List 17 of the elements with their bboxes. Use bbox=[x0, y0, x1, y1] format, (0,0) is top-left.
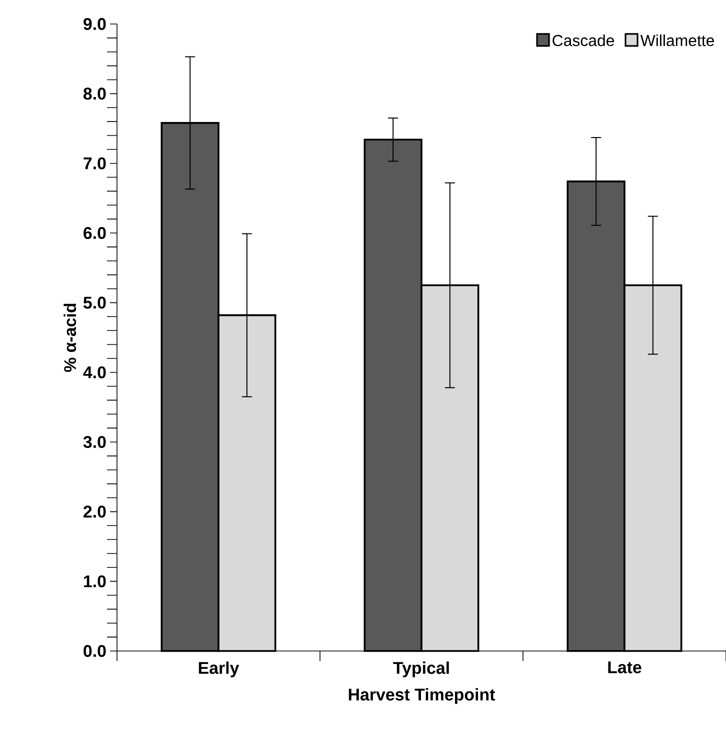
y-tick-label: 7.0 bbox=[83, 157, 106, 170]
y-tick-label: 5.0 bbox=[83, 296, 106, 309]
x-axis-title: Harvest Timepoint bbox=[348, 688, 495, 704]
x-tick-label: Early bbox=[198, 662, 239, 678]
y-tick-label: 2.0 bbox=[83, 506, 106, 518]
x-tick-label: Typical bbox=[392, 662, 449, 678]
y-tick-label: 9.0 bbox=[83, 18, 106, 30]
y-tick-label: 1.0 bbox=[84, 575, 106, 588]
y-tick-label: 6.0 bbox=[83, 227, 106, 240]
y-axis-title: % α-acid bbox=[63, 304, 76, 372]
legend-label: Willamette bbox=[640, 34, 714, 46]
y-tick-label: 4.0 bbox=[82, 366, 106, 378]
y-tick-label: 3.0 bbox=[83, 436, 106, 448]
y-tick-label: 8.0 bbox=[83, 88, 106, 100]
x-tick-label: Late bbox=[608, 662, 642, 674]
y-tick-label: 0.0 bbox=[83, 644, 106, 657]
legend-label: Cascade bbox=[552, 34, 614, 46]
